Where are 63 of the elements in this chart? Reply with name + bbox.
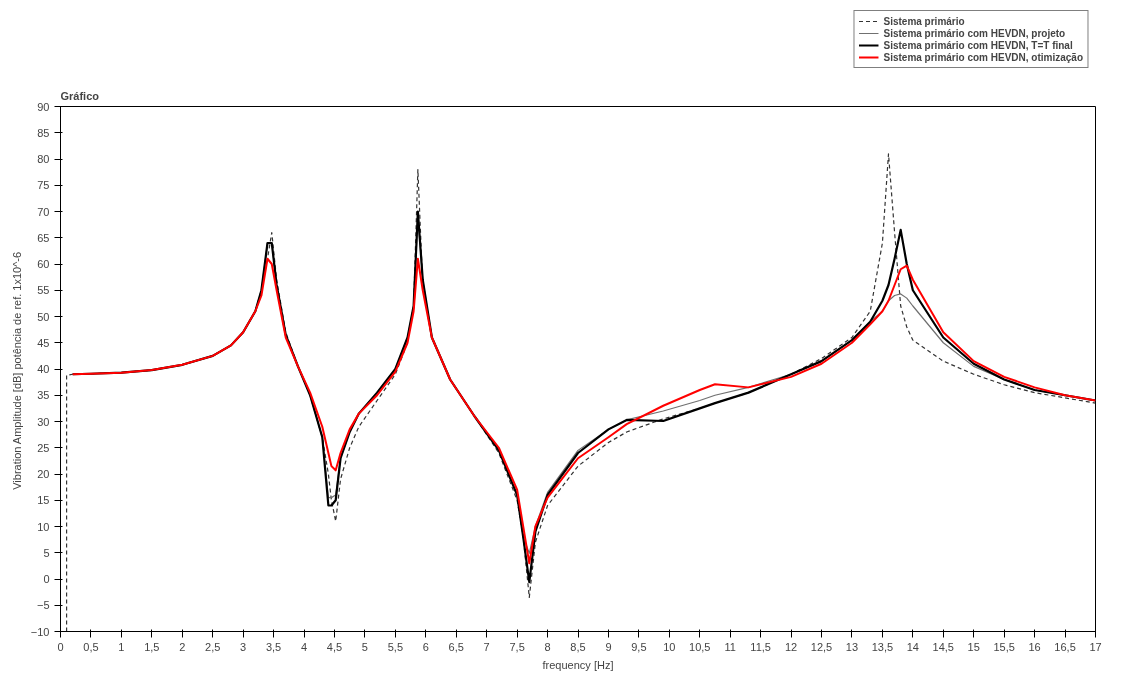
y-tick-label: 80	[37, 153, 50, 165]
legend-label: Sistema primário com HEVDN, projeto	[883, 27, 1066, 39]
x-tick-label: 10,5	[689, 640, 711, 653]
x-tick-label: 6,5	[448, 640, 464, 653]
y-tick-label: 0	[43, 573, 50, 585]
y-tick-label: 35	[37, 389, 50, 402]
y-tick-label: 75	[37, 179, 50, 192]
y-tick-label: 60	[37, 258, 50, 270]
x-tick-label: 6	[422, 640, 429, 653]
y-tick-label: −5	[36, 599, 50, 612]
x-tick-label: 1	[118, 640, 125, 653]
x-tick-label: 1,5	[144, 640, 160, 653]
y-tick-label: −10	[30, 625, 50, 638]
x-tick-label: 3,5	[265, 640, 282, 653]
x-tick-label: 16,5	[1054, 640, 1076, 653]
y-tick-label: 65	[37, 231, 50, 244]
x-tick-label: 8	[544, 640, 551, 653]
y-tick-label: 30	[37, 415, 50, 428]
x-tick-label: 2,5	[205, 640, 221, 653]
x-tick-label: 2	[179, 640, 186, 653]
y-tick-label: 70	[37, 205, 50, 218]
legend-label: Sistema primário com HEVDN, otimização	[883, 51, 1083, 63]
x-tick-label: 13	[845, 640, 859, 653]
x-axis-title: frequency [Hz]	[542, 658, 614, 671]
x-tick-label: 13,5	[871, 640, 894, 653]
x-tick-label: 16	[1028, 640, 1041, 653]
x-tick-label: 7	[483, 640, 490, 653]
x-tick-label: 7,5	[509, 640, 525, 653]
y-tick-label: 20	[37, 468, 50, 480]
x-tick-label: 5,5	[387, 640, 403, 653]
x-tick-label: 4,5	[326, 640, 343, 653]
x-tick-label: 11,5	[750, 640, 771, 653]
x-tick-label: 0,5	[83, 640, 99, 653]
x-tick-label: 12	[784, 640, 798, 653]
y-tick-label: 15	[37, 494, 50, 507]
x-tick-label: 8,5	[570, 640, 586, 653]
x-tick-label: 17	[1089, 640, 1102, 653]
y-tick-label: 25	[37, 441, 50, 454]
x-tick-label: 9,5	[631, 640, 647, 653]
x-tick-label: 3	[240, 640, 247, 653]
x-tick-label: 9	[605, 640, 612, 653]
x-tick-label: 0	[57, 640, 64, 653]
x-tick-label: 10	[663, 640, 676, 653]
x-tick-label: 15	[967, 640, 980, 653]
y-tick-label: 45	[37, 336, 50, 349]
x-tick-label: 5	[361, 640, 368, 653]
y-tick-label: 85	[37, 126, 50, 139]
y-axis-title: Vibration Amplitude [dB] potência de ref. 1x10^-6	[10, 251, 23, 490]
x-tick-label: 14	[906, 640, 919, 653]
x-tick-label: 11	[724, 640, 736, 653]
x-tick-label: 4	[300, 640, 308, 653]
x-tick-label: 14,5	[932, 640, 955, 653]
legend-label: Sistema primário	[883, 15, 965, 27]
y-tick-label: 90	[37, 100, 50, 113]
y-tick-label: 10	[37, 520, 50, 533]
y-tick-label: 50	[37, 310, 50, 323]
chart-title: Gráfico	[60, 89, 100, 102]
y-tick-label: 5	[43, 546, 50, 559]
y-tick-label: 40	[37, 363, 50, 375]
x-tick-label: 15,5	[993, 640, 1015, 653]
legend-label: Sistema primário com HEVDN, T=T final	[883, 39, 1073, 51]
y-tick-label: 55	[37, 284, 50, 297]
x-tick-label: 12,5	[810, 640, 833, 653]
